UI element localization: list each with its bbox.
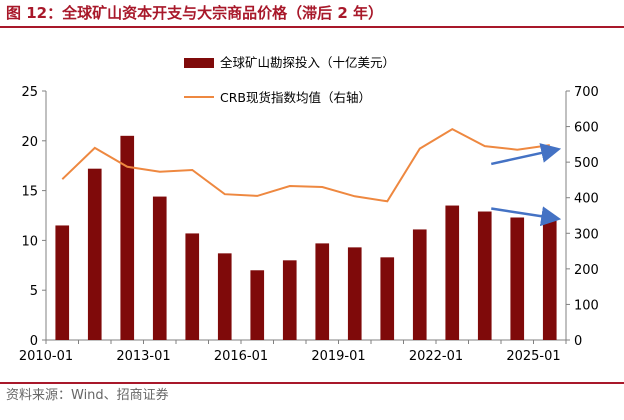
right-tick-label: 100 <box>574 298 599 313</box>
bar <box>445 205 460 340</box>
bar <box>217 253 232 340</box>
trend-arrow <box>491 206 562 227</box>
bar <box>282 260 297 340</box>
x-tick-label: 2025-01 <box>506 349 560 364</box>
source-note: 资料来源：Wind、招商证券 <box>6 388 169 403</box>
x-tick-label: 2019-01 <box>311 349 365 364</box>
left-tick-label: 20 <box>21 135 38 150</box>
axes-layer: 0 5 10 15 20 25 0 100 200 300 400 500 600 700 2010-01 2… <box>19 85 599 364</box>
left-tick-label: 5 <box>30 284 38 299</box>
right-tick-label: 700 <box>574 85 599 100</box>
x-tick-label: 2010-01 <box>19 349 73 364</box>
x-tick-label: 2022-01 <box>409 349 463 364</box>
crb-line <box>61 127 550 203</box>
right-tick-label: 600 <box>574 121 599 136</box>
bar <box>477 211 492 340</box>
bar <box>185 233 200 340</box>
bar <box>412 229 427 340</box>
right-tick-label: 300 <box>574 227 599 242</box>
footer-rule <box>0 382 624 384</box>
legend-bar-swatch <box>184 58 214 68</box>
bars-layer <box>55 135 557 340</box>
left-tick-label: 25 <box>21 85 38 100</box>
x-tick-label: 2016-01 <box>214 349 268 364</box>
left-tick-label: 10 <box>21 234 38 249</box>
left-tick-label: 0 <box>30 334 38 349</box>
trend-arrow <box>490 143 562 166</box>
bar <box>87 168 102 340</box>
bar <box>380 257 395 340</box>
bar <box>542 220 557 340</box>
x-tick-label: 2013-01 <box>116 349 170 364</box>
bar <box>347 247 362 340</box>
left-tick-label: 15 <box>21 185 38 200</box>
bar <box>55 225 70 340</box>
legend-bar-label: 全球矿山勘探投入（十亿美元） <box>220 55 395 70</box>
title-rule <box>0 26 624 28</box>
chart: 0 5 10 15 20 25 0 100 200 300 400 500 600 700 2010-01 2… <box>19 55 599 364</box>
line-layer <box>61 127 550 203</box>
bar <box>250 270 265 340</box>
bar <box>152 196 167 340</box>
right-tick-label: 400 <box>574 192 599 207</box>
bar <box>315 243 330 340</box>
bar <box>510 217 525 340</box>
legend-line-label: CRB现货指数均值（右轴） <box>220 90 371 105</box>
legend: 全球矿山勘探投入（十亿美元） CRB现货指数均值（右轴） <box>184 55 395 105</box>
chart-title: 图 12：全球矿山资本开支与大宗商品价格（滞后 2 年） <box>6 4 383 22</box>
bar <box>120 135 135 340</box>
right-tick-label: 500 <box>574 156 599 171</box>
annotation-layer <box>490 143 562 227</box>
right-tick-label: 0 <box>574 334 582 349</box>
right-tick-label: 200 <box>574 263 599 278</box>
